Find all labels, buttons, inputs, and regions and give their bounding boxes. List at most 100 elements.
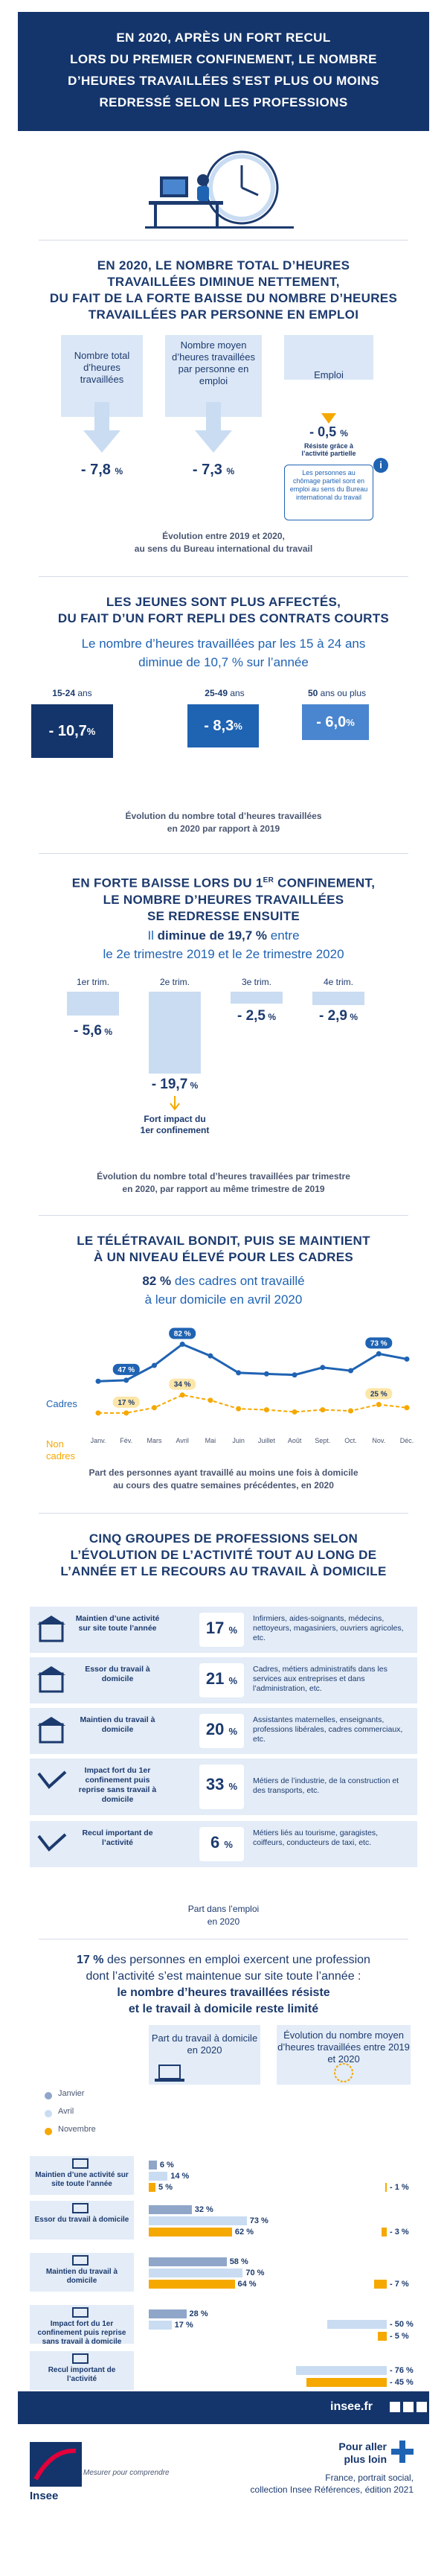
more-link[interactable]: Pour aller plus loin — [338, 2440, 387, 2465]
x-tick-label: Fév. — [120, 1437, 132, 1444]
row-label-box — [30, 2253, 134, 2292]
evolution-april-bar — [327, 2320, 387, 2329]
home-share-bar — [149, 2205, 192, 2214]
telework-line-chart: 47 % 82 % 73 % 17 % 34 % 25 % Janv. Fév. Mars Avr… — [91, 1327, 414, 1444]
age-50-label: 50 ans ou plus — [307, 688, 367, 698]
section1-caption: Évolution entre 2019 et 2020, au sens du … — [134, 531, 313, 554]
data-point — [179, 1342, 185, 1348]
home-share-bar — [149, 2309, 187, 2318]
x-tick-label: Juillet — [258, 1437, 276, 1444]
home-share-bar — [149, 2172, 168, 2181]
row-icon — [68, 2254, 94, 2266]
header-banner: EN 2020, APRÈS UN FORT RECUL LORS DU PRE… — [18, 12, 429, 131]
evolution-april-value: - 76 % — [390, 2366, 414, 2375]
twitter-icon[interactable] — [403, 2402, 414, 2412]
insee-logo-text: Insee — [30, 2490, 59, 2502]
employment-note: Résiste grâce à l’activité partielle — [301, 442, 356, 457]
x-tick-label: Janv. — [91, 1437, 106, 1444]
avg-hours-value: - 7,3 % — [192, 462, 235, 478]
home-share-bar — [149, 2161, 157, 2169]
section4-subtitle: 82 % des cadres ont travaillé à leur dom… — [142, 1274, 305, 1307]
age-15-24-value: - 10,7 % — [31, 704, 113, 758]
employment-box — [284, 335, 373, 380]
home-share-bar — [149, 2216, 247, 2225]
q4-label: 4e trim. — [323, 977, 353, 987]
data-point — [348, 1408, 354, 1414]
section4-caption: Part des personnes ayant travaillé au mo… — [89, 1467, 358, 1491]
legend-cadres: Cadres — [46, 1398, 77, 1409]
home-share-bar — [149, 2183, 156, 2192]
building-chart-icon — [37, 1616, 67, 1644]
group-description: Cadres, métiers administratifs dans les … — [253, 1665, 387, 1693]
row-icon — [68, 2353, 94, 2365]
home-share-value: 32 % — [194, 2205, 213, 2214]
q3-label: 3e trim. — [241, 977, 271, 987]
data-label: 25 % — [370, 1391, 387, 1399]
plus-icon[interactable] — [391, 2440, 414, 2463]
home-share-value: 14 % — [170, 2172, 190, 2181]
data-point — [292, 1409, 298, 1415]
x-tick-label: Avril — [176, 1437, 189, 1444]
data-label-bg — [169, 1378, 196, 1390]
row-icon — [68, 2306, 94, 2318]
youtube-icon[interactable] — [417, 2402, 427, 2412]
data-label-bg — [112, 1396, 140, 1408]
evolution-header: Évolution du nombre moyen d’heures trava… — [277, 2025, 411, 2085]
laptop-icon — [155, 2065, 184, 2082]
x-tick-label: Juin — [232, 1437, 245, 1444]
total-hours-label: Nombre total d’heures travaillées — [74, 350, 130, 385]
group-share-value: 21 % — [205, 1669, 238, 1688]
group-description: Infirmiers, aides-soignants, médecins, n… — [253, 1614, 404, 1642]
group-share-value: 20 % — [205, 1720, 238, 1738]
age-15-24-label: 15-24 ans — [52, 688, 92, 698]
house-laptop-icon — [37, 1666, 67, 1695]
facebook-icon[interactable] — [390, 2402, 400, 2412]
arrow-down-icon — [83, 402, 120, 453]
group-description: Métiers de l’industrie, de la constructi… — [253, 1776, 399, 1795]
q2-bar — [149, 992, 201, 1074]
home-share-value: 62 % — [234, 2228, 254, 2237]
divider — [39, 1513, 408, 1514]
clock-icon — [334, 2063, 353, 2082]
data-label: 82 % — [174, 1330, 191, 1339]
employment-value: - 0,5 % — [309, 424, 348, 439]
group-label: Recul important de l’activité — [82, 1829, 153, 1847]
q4-bar — [312, 992, 364, 1005]
series-line-cadres — [97, 1342, 408, 1383]
series-line-non-cadres — [98, 1394, 408, 1414]
data-label: 34 % — [174, 1381, 191, 1389]
data-point — [95, 1378, 101, 1384]
worker-clock-illustration — [145, 150, 294, 229]
section2-caption: Évolution du nombre total d’heures trava… — [125, 811, 322, 834]
legend-noncadres: Non cadres — [46, 1438, 76, 1461]
home-share-value: 73 % — [249, 2216, 268, 2225]
data-point — [208, 1397, 213, 1403]
q2-label: 2e trim. — [159, 977, 190, 987]
home-share-header: Part du travail à domicile en 2020 — [149, 2025, 260, 2085]
data-point — [179, 1392, 185, 1398]
group-share-badge — [199, 1613, 244, 1647]
section3-caption: Évolution du nombre total d’heures trava… — [97, 1171, 350, 1194]
data-label-bg — [365, 1337, 393, 1349]
age-25-49-value: - 8,3 % — [187, 704, 259, 747]
x-tick-label: Mai — [205, 1437, 216, 1444]
section3-subtitle: Il diminue de 19,7 % entre le 2e trimest… — [103, 928, 344, 961]
insee-site-link[interactable]: insee.fr — [330, 2400, 373, 2413]
legend-label: Janvier — [58, 2089, 85, 2098]
x-tick-label: Août — [288, 1437, 302, 1444]
data-label: 17 % — [118, 1399, 135, 1407]
profession-group-row: Recul important de l’activité 6 % Métiers … — [30, 1821, 417, 1867]
data-point — [236, 1370, 242, 1376]
legend-label: Avril — [58, 2107, 74, 2116]
data-point — [151, 1362, 157, 1368]
q2-value: - 19,7 % — [151, 1077, 199, 1092]
data-point — [404, 1405, 410, 1411]
group-label: Essor du travail à domicile — [85, 1665, 150, 1683]
data-point — [208, 1353, 213, 1359]
row-label-box — [30, 2351, 134, 2390]
home-share-value: 70 % — [245, 2269, 265, 2277]
data-point — [348, 1368, 354, 1374]
home-share-value: 28 % — [189, 2309, 208, 2318]
group-share-value: 6 % — [210, 1833, 233, 1852]
section5-caption: Part dans l’emploi en 2020 — [187, 1904, 260, 1927]
